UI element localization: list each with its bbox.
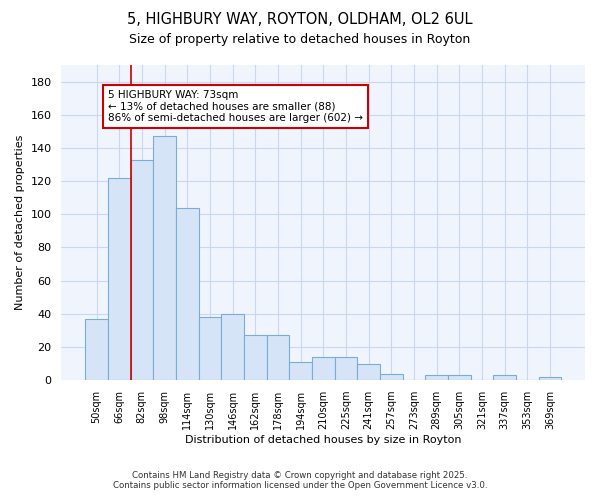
Text: 5, HIGHBURY WAY, ROYTON, OLDHAM, OL2 6UL: 5, HIGHBURY WAY, ROYTON, OLDHAM, OL2 6UL	[127, 12, 473, 28]
X-axis label: Distribution of detached houses by size in Royton: Distribution of detached houses by size …	[185, 435, 461, 445]
Bar	[199, 317, 221, 380]
Bar	[266, 336, 289, 380]
Text: 5 HIGHBURY WAY: 73sqm
← 13% of detached houses are smaller (88)
86% of semi-deta: 5 HIGHBURY WAY: 73sqm ← 13% of detached …	[108, 90, 363, 123]
Text: Contains HM Land Registry data © Crown copyright and database right 2025.
Contai: Contains HM Land Registry data © Crown c…	[113, 470, 487, 490]
Bar	[85, 319, 108, 380]
Y-axis label: Number of detached properties: Number of detached properties	[15, 135, 25, 310]
Text: Size of property relative to detached houses in Royton: Size of property relative to detached ho…	[130, 32, 470, 46]
Bar	[380, 374, 403, 380]
Bar	[312, 357, 335, 380]
Bar	[176, 208, 199, 380]
Bar	[221, 314, 244, 380]
Bar	[335, 357, 357, 380]
Bar	[153, 136, 176, 380]
Bar	[448, 375, 470, 380]
Bar	[357, 364, 380, 380]
Bar	[493, 375, 516, 380]
Bar	[289, 362, 312, 380]
Bar	[131, 160, 153, 380]
Bar	[108, 178, 131, 380]
Bar	[244, 336, 266, 380]
Bar	[425, 375, 448, 380]
Bar	[539, 377, 561, 380]
